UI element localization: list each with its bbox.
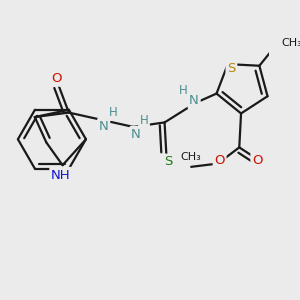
Text: N: N <box>131 128 141 141</box>
Text: H: H <box>179 84 188 97</box>
Text: O: O <box>214 154 225 167</box>
Text: NH: NH <box>51 169 70 182</box>
Text: N: N <box>189 94 199 107</box>
Text: S: S <box>164 155 172 168</box>
Text: CH₃: CH₃ <box>282 38 300 49</box>
Text: H: H <box>140 114 148 127</box>
Text: O: O <box>252 154 262 167</box>
Text: CH₃: CH₃ <box>181 152 202 162</box>
Text: S: S <box>227 62 236 75</box>
Text: H: H <box>109 106 118 119</box>
Text: N: N <box>99 119 109 133</box>
Text: O: O <box>51 72 62 85</box>
